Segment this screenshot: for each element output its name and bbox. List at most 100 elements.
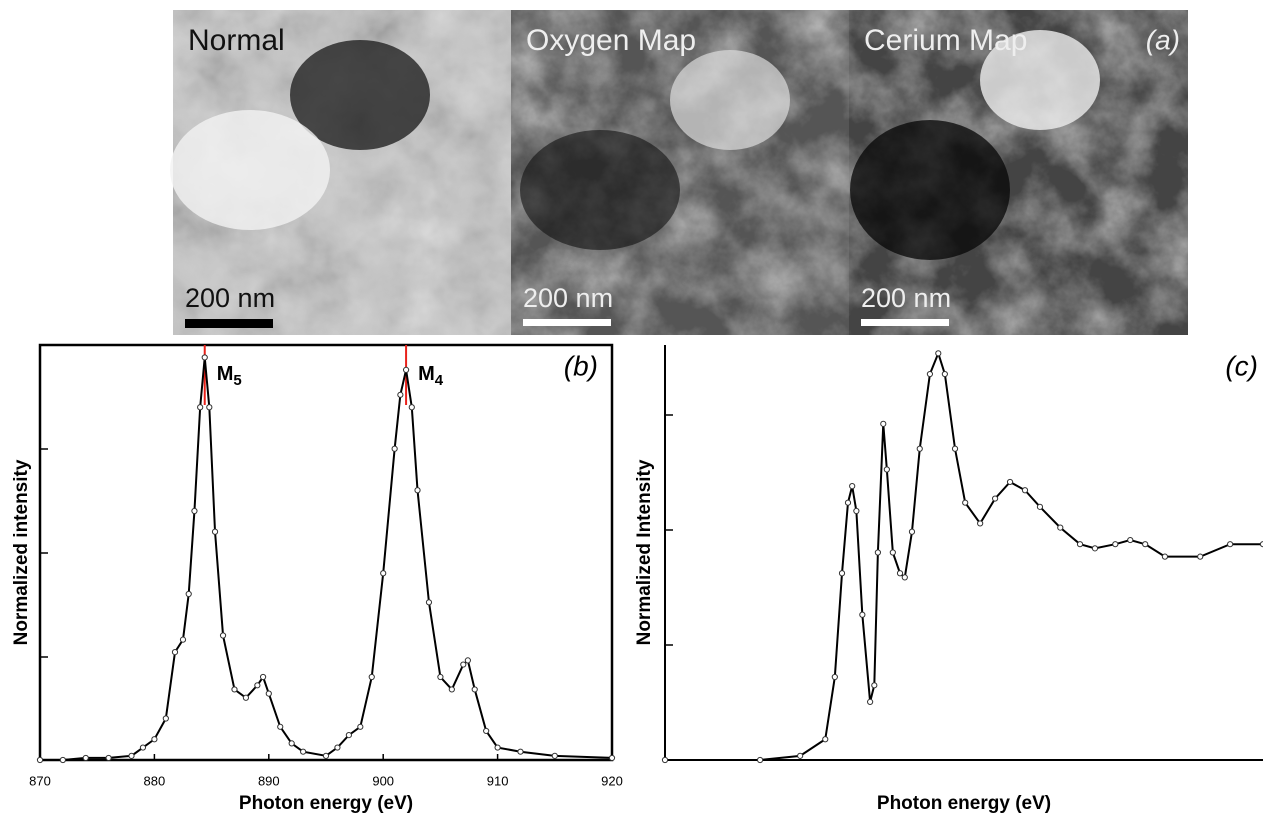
- image-label: Oxygen Map: [526, 24, 696, 57]
- data-point: [908, 528, 916, 535]
- data-point: [322, 752, 330, 759]
- data-point: [300, 748, 307, 755]
- bright-region: [980, 30, 1100, 130]
- data-point: [414, 487, 421, 494]
- data-point: [951, 445, 959, 452]
- panel-label: (c): [1225, 350, 1258, 381]
- data-point: [871, 682, 878, 689]
- data-point: [1036, 503, 1044, 510]
- data-point: [171, 649, 179, 656]
- x-tick-label: 890: [258, 773, 280, 788]
- plot-frame: [38, 343, 614, 762]
- panel-label: (a): [1146, 24, 1180, 55]
- data-point: [838, 570, 846, 577]
- data-point: [437, 673, 444, 681]
- data-point: [448, 686, 455, 693]
- data-point: [935, 350, 942, 357]
- y-axis-label: Normalized intensity: [11, 459, 32, 645]
- data-point: [844, 499, 852, 506]
- data-point: [991, 495, 999, 502]
- data-point: [483, 727, 490, 735]
- data-point: [941, 370, 948, 378]
- x-tick-label: 910: [487, 773, 509, 788]
- data-point: [880, 420, 887, 427]
- data-point: [517, 748, 524, 755]
- data-point: [859, 611, 866, 618]
- data-point: [460, 661, 467, 668]
- data-point: [874, 549, 881, 556]
- scale-bar-label: 200 nm: [861, 283, 951, 313]
- data-point: [916, 445, 923, 452]
- scale-bar: [523, 319, 611, 326]
- data-point: [1227, 541, 1234, 548]
- image-label: Normal: [188, 24, 285, 57]
- data-point: [822, 736, 829, 743]
- data-point: [191, 507, 198, 515]
- data-point: [1076, 541, 1084, 548]
- scale-bar: [185, 319, 273, 328]
- data-point: [797, 752, 804, 759]
- peak-label-sub: 4: [435, 372, 444, 389]
- peak-label: M4: [418, 363, 444, 389]
- x-tick-label: 880: [144, 773, 166, 788]
- data-point: [977, 520, 984, 527]
- data-point: [464, 657, 471, 664]
- data-point: [368, 673, 375, 681]
- data-point: [1057, 524, 1064, 531]
- data-point: [661, 756, 669, 764]
- data-point: [259, 673, 267, 681]
- data-point: [867, 698, 874, 706]
- data-point: [345, 732, 352, 739]
- image-panel-a: Normal Oxygen Map Cerium Map (a) 200 nm …: [170, 10, 1188, 335]
- scale-bar-label: 200 nm: [185, 283, 275, 313]
- data-point: [185, 590, 192, 598]
- data-point: [179, 636, 187, 643]
- data-point: [105, 754, 112, 762]
- data-point: [551, 752, 558, 759]
- data-point: [1021, 487, 1029, 494]
- data-point: [162, 715, 169, 722]
- data-point: [380, 570, 387, 577]
- data-point: [883, 466, 890, 473]
- x-axis-label: Photon energy (eV): [239, 793, 413, 814]
- data-point: [357, 723, 364, 730]
- dark-region: [850, 120, 1010, 260]
- data-line: [40, 357, 613, 761]
- peak-label: M5: [217, 363, 242, 389]
- data-point: [408, 404, 415, 411]
- x-axis-label: Photon energy (eV): [877, 793, 1051, 814]
- panel-label: (b): [564, 350, 598, 381]
- data-point: [853, 507, 860, 515]
- data-point: [219, 632, 227, 639]
- data-point: [901, 574, 908, 581]
- data-point: [962, 499, 969, 506]
- data-point: [1197, 553, 1204, 560]
- data-point: [277, 723, 284, 730]
- data-point: [1142, 541, 1149, 548]
- data-point: [197, 404, 204, 411]
- data-point: [334, 744, 341, 751]
- data-point: [1127, 536, 1134, 544]
- data-point: [265, 690, 272, 697]
- dark-region: [290, 40, 430, 150]
- data-point: [1112, 541, 1119, 548]
- data-point: [756, 756, 764, 764]
- x-tick-label: 900: [372, 773, 394, 788]
- peak-label-main: M: [418, 363, 435, 385]
- data-point: [926, 370, 934, 378]
- data-point: [59, 756, 66, 764]
- data-point: [288, 740, 295, 747]
- bright-region: [670, 50, 790, 150]
- data-point: [201, 354, 208, 361]
- data-point: [1091, 545, 1099, 552]
- data-point: [425, 599, 433, 606]
- bright-region: [170, 110, 330, 230]
- data-line: [665, 350, 1263, 761]
- peak-label-sub: 5: [233, 372, 241, 389]
- data-point: [889, 549, 896, 556]
- scale-bar: [861, 319, 949, 326]
- data-point: [1259, 541, 1263, 548]
- data-point: [206, 404, 213, 411]
- image-label: Cerium Map: [864, 24, 1027, 57]
